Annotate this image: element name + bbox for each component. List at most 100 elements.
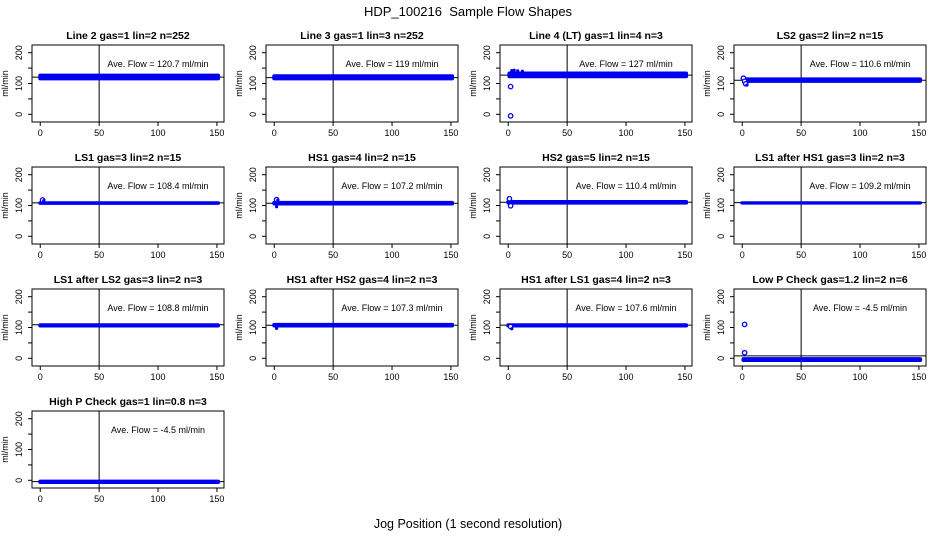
panel-plot: 0 50 100 150 0 100 200 ml/min LS1 after HS1 gas=… (702, 152, 927, 260)
svg-text:50: 50 (562, 250, 572, 260)
svg-text:50: 50 (796, 128, 806, 138)
svg-text:150: 150 (209, 250, 224, 260)
flow-panel-8: 0 50 100 150 0 100 200 ml/min LS1 after HS1 gas=… (702, 148, 936, 270)
plot-box (733, 288, 927, 367)
flow-panel-4: 0 50 100 150 0 100 200 ml/min LS2 gas=2 lin=2 n=… (702, 26, 936, 148)
avg-flow-annotation: Ave. Flow = 119 ml/min (346, 59, 439, 69)
flow-panel-6: 0 50 100 150 0 100 200 ml/min HS1 gas=4 lin=2 n=… (234, 148, 468, 270)
panel-plot: 0 50 100 150 0 100 200 ml/min Line 4 (LT) gas=1 … (468, 30, 693, 138)
svg-text:150: 150 (443, 250, 458, 260)
svg-text:150: 150 (443, 372, 458, 382)
svg-text:50: 50 (328, 372, 338, 382)
svg-text:200: 200 (248, 289, 258, 304)
panel-title: High P Check gas=1 lin=0.8 n=3 (49, 396, 207, 408)
plot-box (733, 44, 927, 123)
svg-text:50: 50 (562, 128, 572, 138)
svg-text:0: 0 (482, 234, 492, 239)
svg-text:100: 100 (385, 372, 400, 382)
flow-band (741, 357, 923, 362)
svg-text:0: 0 (38, 372, 43, 382)
svg-text:150: 150 (443, 128, 458, 138)
svg-text:200: 200 (716, 45, 726, 60)
plot-box (499, 166, 693, 245)
flow-panel-13: 0 50 100 150 0 100 200 ml/min High P Check gas=1… (0, 392, 234, 514)
panel-plot: 0 50 100 150 0 100 200 ml/min HS1 after HS2 gas=… (234, 274, 459, 382)
svg-text:150: 150 (677, 250, 692, 260)
svg-text:0: 0 (272, 250, 277, 260)
avg-flow-annotation: Ave. Flow = 120.7 ml/min (107, 59, 208, 69)
svg-text:50: 50 (796, 250, 806, 260)
data-point (512, 68, 516, 72)
data-point (506, 195, 513, 202)
svg-text:0: 0 (14, 356, 24, 361)
data-point (741, 321, 748, 328)
svg-text:0: 0 (506, 250, 511, 260)
panel-title: Line 4 (LT) gas=1 lin=4 n=3 (529, 30, 663, 42)
plot-box (733, 166, 927, 245)
svg-text:0: 0 (506, 372, 511, 382)
svg-text:200: 200 (482, 289, 492, 304)
svg-text:0: 0 (740, 250, 745, 260)
svg-text:100: 100 (151, 250, 166, 260)
flow-band (506, 199, 689, 205)
svg-text:100: 100 (151, 128, 166, 138)
svg-text:100: 100 (14, 198, 24, 213)
svg-text:ml/min: ml/min (234, 192, 244, 219)
svg-text:150: 150 (911, 372, 926, 382)
svg-text:ml/min: ml/min (0, 192, 10, 219)
flow-band (272, 322, 455, 328)
svg-text:100: 100 (385, 250, 400, 260)
svg-text:100: 100 (619, 372, 634, 382)
avg-flow-annotation: Ave. Flow = 107.3 ml/min (341, 303, 442, 313)
svg-text:100: 100 (14, 442, 24, 457)
data-point (275, 326, 279, 331)
svg-text:0: 0 (14, 234, 24, 239)
svg-text:0: 0 (14, 112, 24, 117)
svg-text:200: 200 (14, 411, 24, 426)
panel-title: HS1 gas=4 lin=2 n=15 (308, 152, 416, 164)
svg-text:0: 0 (248, 234, 258, 239)
svg-text:100: 100 (619, 128, 634, 138)
panel-plot: 0 50 100 150 0 100 200 ml/min HS1 after LS1 gas=… (468, 274, 693, 382)
svg-text:ml/min: ml/min (468, 192, 478, 219)
svg-text:200: 200 (716, 167, 726, 182)
svg-text:0: 0 (506, 128, 511, 138)
data-point (745, 83, 749, 87)
svg-text:ml/min: ml/min (702, 314, 712, 341)
panel-title: HS2 gas=5 lin=2 n=15 (542, 152, 650, 164)
flow-band (740, 201, 923, 205)
svg-text:100: 100 (716, 320, 726, 335)
svg-text:ml/min: ml/min (702, 70, 712, 97)
svg-text:100: 100 (248, 198, 258, 213)
svg-text:0: 0 (740, 128, 745, 138)
svg-text:100: 100 (248, 320, 258, 335)
panel-title: LS1 after HS1 gas=3 lin=2 n=3 (755, 152, 905, 164)
panel-plot: 0 50 100 150 0 100 200 ml/min LS1 after LS2 gas=… (0, 274, 225, 382)
panel-title: HS1 after LS1 gas=4 lin=2 n=3 (521, 274, 671, 286)
avg-flow-annotation: Ave. Flow = 108.4 ml/min (107, 181, 208, 191)
flow-band (272, 200, 455, 206)
svg-text:0: 0 (14, 478, 24, 483)
panel-plot: 0 50 100 150 0 100 200 ml/min HS1 gas=4 lin=2 n=… (234, 152, 459, 260)
plot-box (499, 44, 693, 123)
svg-text:0: 0 (38, 128, 43, 138)
flow-panel-11: 0 50 100 150 0 100 200 ml/min HS1 after LS1 gas=… (468, 270, 702, 392)
svg-text:0: 0 (38, 250, 43, 260)
avg-flow-annotation: Ave. Flow = 127 ml/min (579, 59, 673, 69)
svg-text:100: 100 (14, 76, 24, 91)
svg-text:100: 100 (482, 320, 492, 335)
avg-flow-annotation: Ave. Flow = 108.8 ml/min (107, 303, 208, 313)
data-point (507, 112, 514, 119)
svg-text:0: 0 (272, 372, 277, 382)
avg-flow-annotation: Ave. Flow = 107.6 ml/min (575, 303, 676, 313)
plot-box (31, 410, 225, 489)
svg-text:100: 100 (853, 128, 868, 138)
data-point (42, 198, 46, 203)
avg-flow-annotation: Ave. Flow = -4.5 ml/min (111, 425, 205, 435)
svg-text:ml/min: ml/min (468, 70, 478, 97)
avg-flow-annotation: Ave. Flow = 110.4 ml/min (576, 181, 676, 191)
flow-band (272, 74, 455, 81)
svg-text:100: 100 (619, 250, 634, 260)
flow-panel-5: 0 50 100 150 0 100 200 ml/min LS1 gas=3 lin=2 n=… (0, 148, 234, 270)
svg-text:50: 50 (328, 128, 338, 138)
